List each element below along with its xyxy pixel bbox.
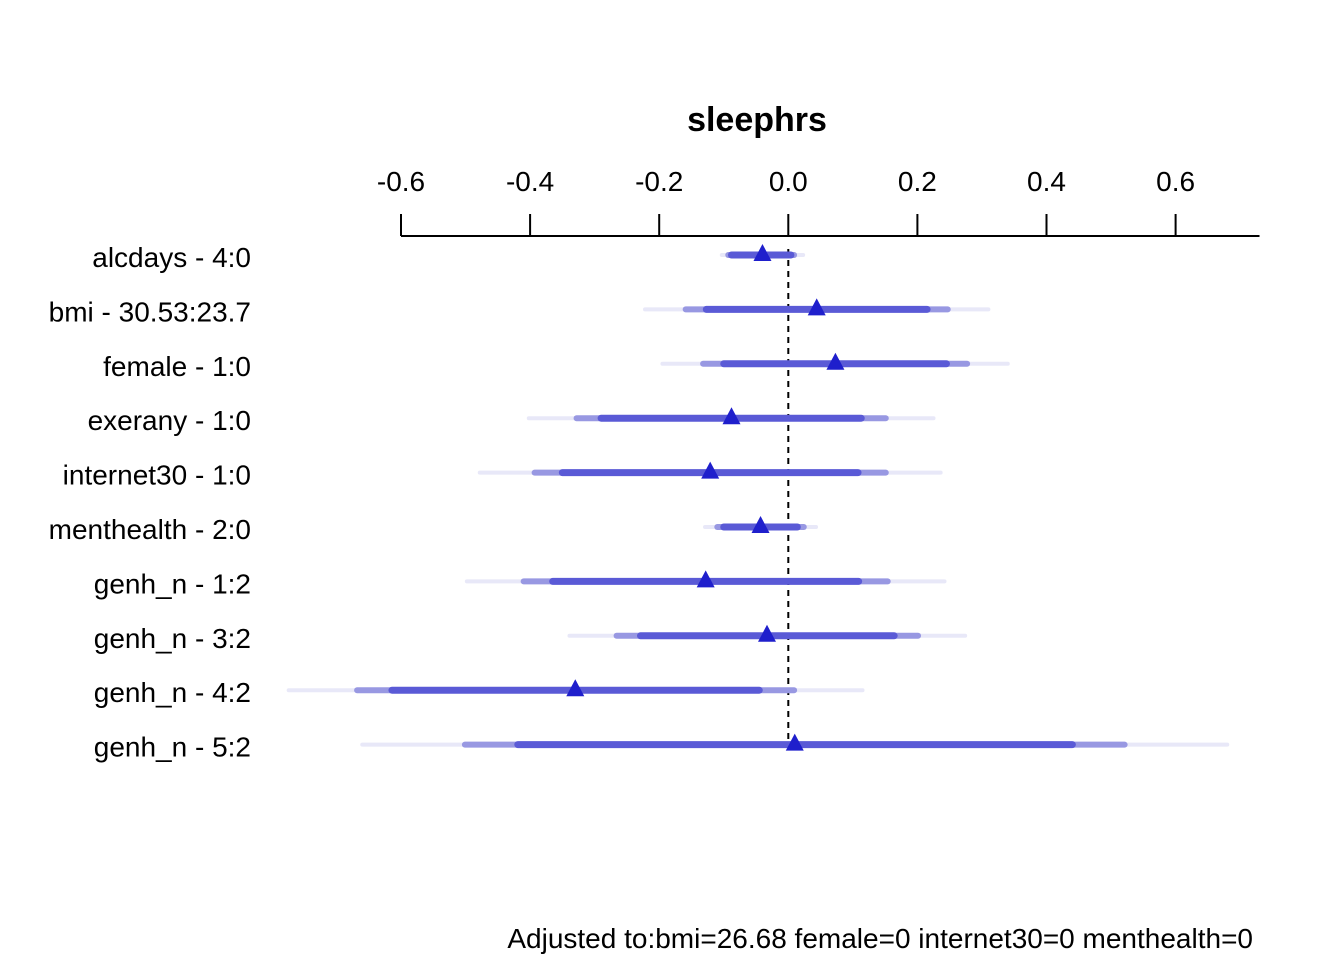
point-estimate-marker	[826, 352, 845, 370]
point-estimate-marker	[722, 407, 741, 425]
interval-row: alcdays - 4:0	[92, 242, 806, 273]
footnote: Adjusted to:bmi=26.68 female=0 internet3…	[507, 923, 1253, 954]
row-label: internet30 - 1:0	[63, 460, 251, 491]
interval-row: genh_n - 5:2	[94, 732, 1230, 763]
row-label: female - 1:0	[103, 351, 251, 382]
interval-row: genh_n - 3:2	[94, 623, 968, 654]
row-label: genh_n - 1:2	[94, 568, 251, 599]
point-estimate-marker	[753, 244, 772, 261]
point-estimate-marker	[807, 298, 826, 316]
point-estimate-marker	[757, 624, 776, 642]
x-tick-label: 0.2	[898, 166, 937, 197]
x-tick-label: -0.4	[506, 166, 554, 197]
row-label: exerany - 1:0	[88, 405, 251, 436]
point-estimate-marker	[785, 733, 804, 751]
interval-row: internet30 - 1:0	[63, 460, 943, 491]
x-tick-label: -0.2	[635, 166, 683, 197]
interval-row: exerany - 1:0	[88, 405, 936, 436]
x-tick-label: 0.4	[1027, 166, 1066, 197]
interval-row: menthealth - 2:0	[49, 514, 819, 545]
row-label: genh_n - 5:2	[94, 732, 251, 763]
x-tick-label: -0.6	[377, 166, 425, 197]
point-estimate-marker	[566, 679, 585, 697]
point-estimate-marker	[701, 461, 720, 479]
x-tick-label: 0.0	[769, 166, 808, 197]
point-estimate-marker	[696, 570, 715, 588]
row-label: genh_n - 3:2	[94, 623, 251, 654]
x-tick-label: 0.6	[1156, 166, 1195, 197]
row-label: genh_n - 4:2	[94, 677, 251, 708]
row-label: alcdays - 4:0	[92, 242, 251, 273]
row-label: menthealth - 2:0	[49, 514, 251, 545]
x-axis: -0.6 -0.4 -0.2 0.0 0.2 0.4 0.6	[377, 166, 1260, 237]
interval-rows: alcdays - 4:0 bmi - 30.53:23.7 female - 1:…	[49, 242, 1230, 763]
interval-row: genh_n - 4:2	[94, 677, 865, 708]
interval-row: bmi - 30.53:23.7	[49, 296, 991, 327]
interval-row: genh_n - 1:2	[94, 568, 947, 599]
chart-title: sleephrs	[687, 101, 827, 139]
row-label: bmi - 30.53:23.7	[49, 296, 251, 327]
interval-row: female - 1:0	[103, 351, 1010, 382]
point-estimate-marker	[751, 516, 770, 533]
